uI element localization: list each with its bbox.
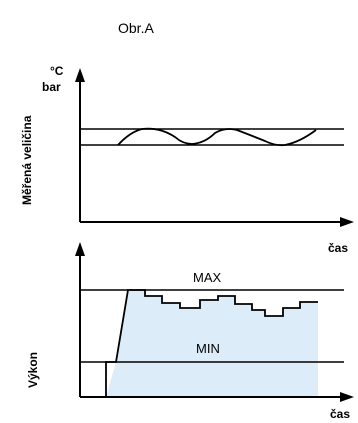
max-label: MAX — [193, 270, 222, 285]
figure-title: Obr.A — [118, 20, 154, 36]
top-x-arrow — [340, 217, 354, 227]
bottom-y-arrow — [75, 242, 85, 256]
bottom-x-label: čas — [330, 407, 351, 421]
top-chart — [75, 68, 354, 227]
power-curve — [105, 289, 318, 397]
top-unit-celsius: °C — [50, 64, 64, 78]
top-y-arrow — [75, 68, 85, 82]
top-x-label: čas — [328, 241, 349, 255]
top-unit-bar: bar — [42, 80, 61, 94]
bottom-y-label: Výkon — [26, 351, 40, 388]
top-measured-wave — [117, 127, 317, 147]
bottom-chart — [75, 242, 354, 402]
top-y-label: Měřená veličina — [20, 115, 34, 205]
min-label: MIN — [196, 341, 220, 356]
bottom-x-arrow — [340, 392, 354, 402]
